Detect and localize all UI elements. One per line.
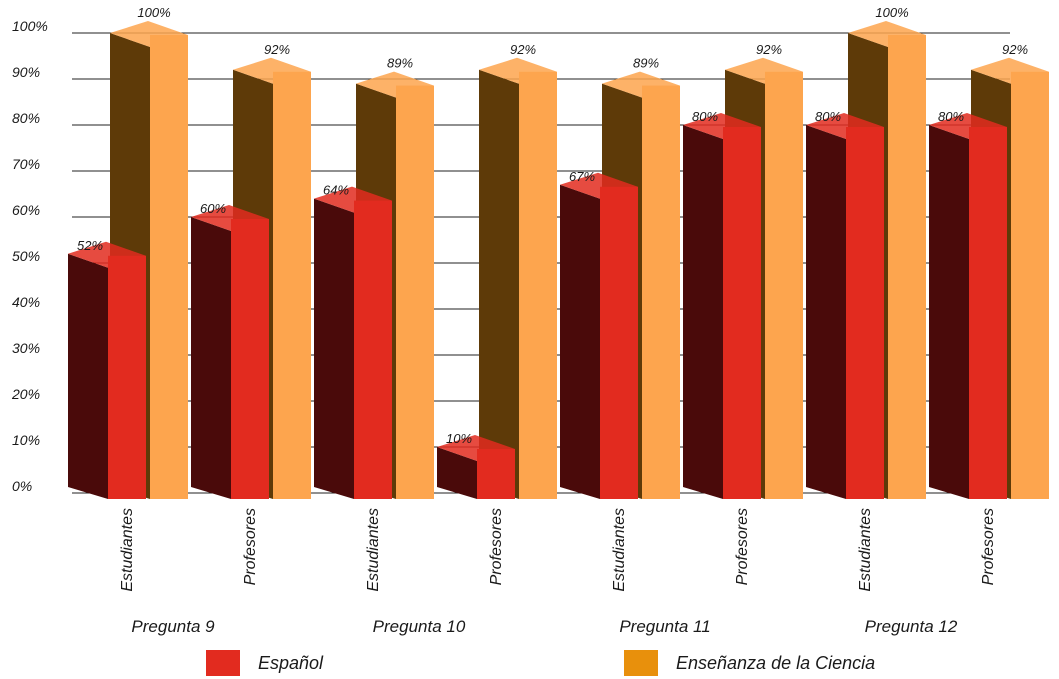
category-label: Profesores bbox=[242, 508, 259, 585]
y-tick-label: 30% bbox=[12, 340, 40, 356]
value-label: 60% bbox=[200, 201, 226, 216]
value-label: 67% bbox=[569, 169, 595, 184]
value-label: 80% bbox=[815, 109, 841, 124]
y-tick-label: 100% bbox=[12, 18, 48, 34]
category-label: Estudiantes bbox=[611, 508, 628, 592]
legend-item-ciencia: Enseñanza de la Ciencia bbox=[624, 648, 875, 678]
value-label: 100% bbox=[875, 5, 908, 20]
group-label: Pregunta 11 bbox=[619, 617, 710, 636]
bar-espanol bbox=[437, 435, 515, 499]
category-label: Profesores bbox=[980, 508, 997, 585]
legend-label-espanol: Español bbox=[258, 652, 324, 673]
category-label: Estudiantes bbox=[857, 508, 874, 592]
y-tick-label: 80% bbox=[12, 110, 40, 126]
bar-espanol bbox=[68, 241, 146, 499]
value-label: 92% bbox=[510, 42, 536, 57]
legend-swatch-espanol bbox=[206, 650, 240, 676]
value-label: 80% bbox=[692, 109, 718, 124]
group-label: Pregunta 12 bbox=[865, 617, 958, 636]
value-label: 92% bbox=[264, 42, 290, 57]
group-label: Pregunta 9 bbox=[131, 617, 215, 636]
y-tick-label: 70% bbox=[12, 156, 40, 172]
legend-item-espanol: Español bbox=[206, 648, 323, 678]
y-tick-label: 10% bbox=[12, 432, 40, 448]
value-label: 10% bbox=[446, 431, 472, 446]
y-tick-label: 90% bbox=[12, 64, 40, 80]
value-label: 92% bbox=[1002, 42, 1028, 57]
group-label: Pregunta 10 bbox=[373, 617, 466, 636]
value-label: 64% bbox=[323, 183, 349, 198]
category-label: Estudiantes bbox=[119, 508, 136, 592]
legend-label-ciencia: Enseñanza de la Ciencia bbox=[676, 652, 876, 673]
value-label: 92% bbox=[756, 42, 782, 57]
value-label: 89% bbox=[387, 56, 413, 71]
value-label: 89% bbox=[633, 56, 659, 71]
value-labels: 100% 52% 92% 60% 89% 64% 92% 10% 89% 67% 92% 80% 100… bbox=[77, 5, 1028, 446]
value-label: 52% bbox=[77, 238, 103, 253]
value-label: 100% bbox=[137, 5, 170, 20]
bar-espanol bbox=[314, 186, 392, 499]
y-tick-label: 50% bbox=[12, 248, 40, 264]
bars bbox=[68, 21, 1049, 500]
value-label: 80% bbox=[938, 109, 964, 124]
y-tick-label: 20% bbox=[11, 386, 40, 402]
category-labels: Estudiantes Profesores Estudiantes Profesor… bbox=[119, 508, 997, 592]
y-tick-label: 60% bbox=[12, 202, 40, 218]
category-label: Profesores bbox=[488, 508, 505, 585]
y-tick-label: 40% bbox=[12, 294, 40, 310]
y-axis-ticks: 0% 10% 20% 30% 40% 50% 60% 70% 80% 90% 100% bbox=[11, 18, 48, 494]
bar-ciencia bbox=[479, 57, 557, 500]
bar-espanol bbox=[683, 113, 761, 499]
category-label: Profesores bbox=[734, 508, 751, 585]
bar-espanol bbox=[191, 205, 269, 499]
bar-espanol bbox=[929, 113, 1007, 499]
y-tick-label: 0% bbox=[12, 478, 32, 494]
category-label: Estudiantes bbox=[365, 508, 382, 592]
bar-espanol bbox=[560, 172, 638, 500]
bar-espanol bbox=[806, 113, 884, 499]
group-labels: Pregunta 9 Pregunta 10 Pregunta 11 Pregunta… bbox=[131, 617, 957, 636]
legend-swatch-ciencia bbox=[624, 650, 658, 676]
